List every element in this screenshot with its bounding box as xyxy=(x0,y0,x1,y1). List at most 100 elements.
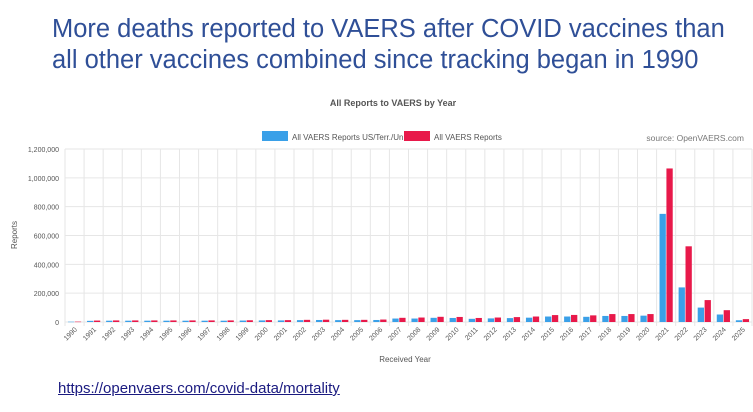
bar-us-2010[interactable] xyxy=(449,317,456,322)
bar-us-2016[interactable] xyxy=(564,316,571,322)
bar-us-2009[interactable] xyxy=(430,317,437,322)
bar-all-2011[interactable] xyxy=(475,317,482,322)
bar-all-2010[interactable] xyxy=(456,316,463,322)
x-tick-label: 2018 xyxy=(597,326,613,342)
x-tick-label: 2011 xyxy=(464,326,480,342)
bar-all-1993[interactable] xyxy=(132,320,139,322)
bar-all-2023[interactable] xyxy=(704,300,711,322)
bar-us-1990[interactable] xyxy=(67,321,75,323)
bar-all-2020[interactable] xyxy=(647,314,654,322)
bar-us-1996[interactable] xyxy=(182,320,189,322)
bar-all-1997[interactable] xyxy=(208,320,215,322)
legend-swatch-us xyxy=(262,131,288,141)
legend-label-us[interactable]: All VAERS Reports US/Terr./Unk. xyxy=(292,133,410,142)
x-tick-label: 2010 xyxy=(445,326,461,342)
bar-all-2003[interactable] xyxy=(322,319,330,322)
bar-us-2011[interactable] xyxy=(468,318,475,322)
x-tick-label: 2021 xyxy=(655,326,671,342)
bar-all-2019[interactable] xyxy=(628,314,635,322)
x-tick-label: 2015 xyxy=(540,326,556,342)
bar-us-2024[interactable] xyxy=(716,314,724,322)
chart-source: source: OpenVAERS.com xyxy=(646,133,744,143)
headline-line-2: all other vaccines combined since tracki… xyxy=(52,46,699,74)
bar-all-1999[interactable] xyxy=(246,320,253,322)
bar-us-2023[interactable] xyxy=(697,307,704,322)
bar-all-2013[interactable] xyxy=(513,317,521,322)
grid-lines xyxy=(64,148,753,326)
bar-us-1992[interactable] xyxy=(106,320,113,322)
bar-us-2017[interactable] xyxy=(583,316,590,322)
y-tick-label: 1,000,000 xyxy=(28,176,59,183)
bar-all-2015[interactable] xyxy=(551,315,559,322)
bar-us-2000[interactable] xyxy=(258,320,266,322)
bar-all-1998[interactable] xyxy=(227,320,234,322)
bar-us-2001[interactable] xyxy=(277,320,285,322)
bar-all-2004[interactable] xyxy=(342,319,349,322)
bar-us-1997[interactable] xyxy=(201,320,208,322)
bar-all-2008[interactable] xyxy=(418,317,425,322)
bar-all-2016[interactable] xyxy=(571,314,578,322)
bar-us-2014[interactable] xyxy=(525,317,533,322)
bar-all-2018[interactable] xyxy=(609,314,616,322)
bar-us-2021[interactable] xyxy=(659,213,666,322)
bar-all-1995[interactable] xyxy=(170,320,177,322)
x-tick-label: 1991 xyxy=(82,326,98,342)
bar-all-2002[interactable] xyxy=(303,319,311,322)
bar-us-2015[interactable] xyxy=(545,316,552,322)
bar-all-2000[interactable] xyxy=(265,320,272,322)
bar-us-2006[interactable] xyxy=(373,319,380,322)
x-tick-label: 2014 xyxy=(521,326,537,342)
bar-all-1994[interactable] xyxy=(151,320,158,322)
bar-us-2019[interactable] xyxy=(621,315,628,322)
bar-us-1991[interactable] xyxy=(87,320,94,322)
y-tick-label: 200,000 xyxy=(34,291,59,298)
x-tick-label: 2009 xyxy=(426,326,442,342)
bars xyxy=(67,168,750,323)
bar-all-1996[interactable] xyxy=(189,320,196,322)
bar-us-2007[interactable] xyxy=(392,318,399,322)
x-tick-label: 2016 xyxy=(559,326,575,342)
bar-us-2012[interactable] xyxy=(487,318,495,322)
bar-us-1998[interactable] xyxy=(220,320,227,322)
x-tick-label: 2003 xyxy=(311,326,327,342)
x-tick-label: 2001 xyxy=(273,326,289,342)
x-tick-label: 1994 xyxy=(139,326,155,342)
bar-us-2025[interactable] xyxy=(735,320,743,322)
bar-all-2021[interactable] xyxy=(666,168,673,322)
bar-us-2013[interactable] xyxy=(506,318,514,322)
bar-us-2002[interactable] xyxy=(296,320,304,322)
x-tick-label: 1992 xyxy=(101,326,117,342)
legend-label-all[interactable]: All VAERS Reports xyxy=(434,133,502,142)
bar-us-2022[interactable] xyxy=(678,287,685,322)
bar-us-2005[interactable] xyxy=(354,320,361,322)
x-tick-label: 2000 xyxy=(254,326,270,342)
bar-all-2001[interactable] xyxy=(284,320,292,322)
bar-us-2003[interactable] xyxy=(316,319,323,322)
bar-all-2024[interactable] xyxy=(723,310,730,322)
bar-us-2020[interactable] xyxy=(640,315,647,322)
bar-us-1993[interactable] xyxy=(125,320,132,322)
bar-us-1999[interactable] xyxy=(239,320,246,322)
source-url-link[interactable]: https://openvaers.com/covid-data/mortali… xyxy=(58,380,340,397)
bar-us-1994[interactable] xyxy=(144,320,151,322)
bar-all-2022[interactable] xyxy=(685,246,692,322)
bar-all-2017[interactable] xyxy=(590,315,597,322)
bar-all-1991[interactable] xyxy=(93,320,101,322)
bar-us-2018[interactable] xyxy=(602,315,609,322)
bar-us-2004[interactable] xyxy=(335,320,342,322)
bar-all-2005[interactable] xyxy=(361,319,368,322)
bar-all-2006[interactable] xyxy=(380,319,387,322)
bar-all-1992[interactable] xyxy=(113,320,120,322)
bar-all-2012[interactable] xyxy=(494,317,501,322)
x-axis-label: Received Year xyxy=(379,355,431,364)
bar-us-2008[interactable] xyxy=(411,318,418,322)
bar-us-1995[interactable] xyxy=(163,320,170,322)
bar-all-2007[interactable] xyxy=(399,317,406,322)
bar-all-1990[interactable] xyxy=(74,321,82,323)
bar-all-2014[interactable] xyxy=(532,316,540,322)
bar-all-2025[interactable] xyxy=(742,319,750,322)
y-tick-labels: 0 200,000 400,000 600,000 800,000 1,000,000 1,… xyxy=(28,147,59,327)
bar-all-2009[interactable] xyxy=(437,316,444,322)
x-tick-label: 2004 xyxy=(330,326,346,342)
